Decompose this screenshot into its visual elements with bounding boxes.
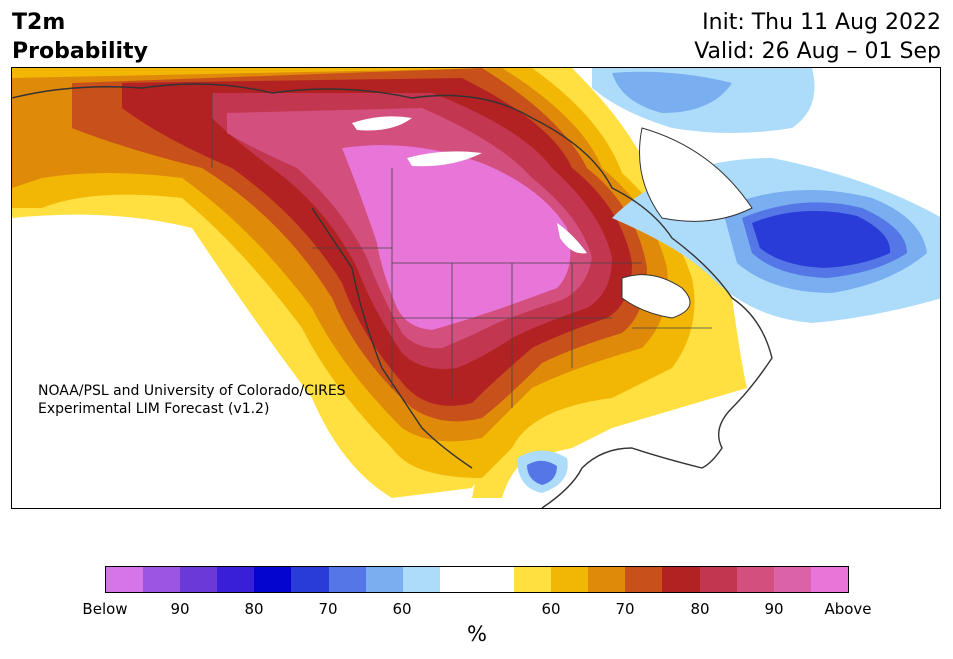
colorbar-tick-label: 80 bbox=[244, 600, 264, 618]
colorbar-segment bbox=[106, 567, 144, 592]
colorbar-segment bbox=[551, 567, 589, 592]
colorbar-segment bbox=[773, 567, 811, 592]
colorbar-tick-label: Below bbox=[82, 600, 128, 618]
colorbar-segment bbox=[254, 567, 292, 592]
prob-band-65-cool-arctic bbox=[612, 71, 732, 113]
colorbar-segment bbox=[291, 567, 329, 592]
colorbar-tick-label: 70 bbox=[615, 600, 635, 618]
colorbar-segment bbox=[180, 567, 218, 592]
colorbar-segment bbox=[439, 567, 477, 592]
hudson-bay bbox=[639, 127, 753, 222]
colorbar-segment bbox=[736, 567, 774, 592]
colorbar-tick-label: 60 bbox=[541, 600, 561, 618]
colorbar-tick-label: 80 bbox=[690, 600, 710, 618]
credit-line-2: Experimental LIM Forecast (v1.2) bbox=[38, 401, 270, 417]
title-line-1: T2m bbox=[12, 10, 66, 35]
colorbar-tick-label: Above bbox=[824, 600, 872, 618]
init-date: Init: Thu 11 Aug 2022 bbox=[702, 10, 941, 35]
colorbar-tick-label: 60 bbox=[392, 600, 412, 618]
valid-date: Valid: 26 Aug – 01 Sep bbox=[694, 39, 941, 64]
colorbar bbox=[105, 566, 849, 593]
title-line-2: Probability bbox=[12, 39, 148, 64]
forecast-dates: Init: Thu 11 Aug 2022 Valid: 26 Aug – 01… bbox=[694, 8, 941, 66]
great-lakes bbox=[621, 274, 691, 319]
colorbar-tick-label: 90 bbox=[764, 600, 784, 618]
colorbar-segment bbox=[699, 567, 737, 592]
forecast-map bbox=[11, 67, 941, 509]
colorbar-unit: % bbox=[467, 622, 487, 646]
colorbar-segment bbox=[402, 567, 440, 592]
colorbar-segment bbox=[588, 567, 626, 592]
credit-line-1: NOAA/PSL and University of Colorado/CIRE… bbox=[38, 383, 346, 399]
colorbar-segment bbox=[143, 567, 181, 592]
coastline bbox=[12, 83, 773, 508]
map-title: T2m Probability bbox=[12, 8, 148, 66]
colorbar-segment bbox=[328, 567, 366, 592]
colorbar-segment bbox=[810, 567, 848, 592]
colorbar-segment bbox=[365, 567, 403, 592]
credit-text: NOAA/PSL and University of Colorado/CIRE… bbox=[38, 382, 346, 418]
colorbar-segment bbox=[662, 567, 700, 592]
map-canvas bbox=[12, 68, 940, 508]
colorbar-tick-label: 90 bbox=[170, 600, 190, 618]
colorbar-segment bbox=[625, 567, 663, 592]
prob-band-95 bbox=[342, 145, 571, 330]
colorbar-segment bbox=[476, 567, 515, 592]
prob-band-cool-mexico-core bbox=[527, 460, 557, 485]
inland-lake-2 bbox=[407, 151, 482, 167]
colorbar-segment bbox=[514, 567, 552, 592]
inland-lake-1 bbox=[352, 116, 412, 131]
colorbar-segment bbox=[217, 567, 255, 592]
state-province-borders bbox=[211, 93, 712, 408]
colorbar-tick-label: 70 bbox=[318, 600, 338, 618]
inland-lake-3 bbox=[557, 223, 587, 254]
prob-band-75-cool bbox=[752, 210, 891, 268]
